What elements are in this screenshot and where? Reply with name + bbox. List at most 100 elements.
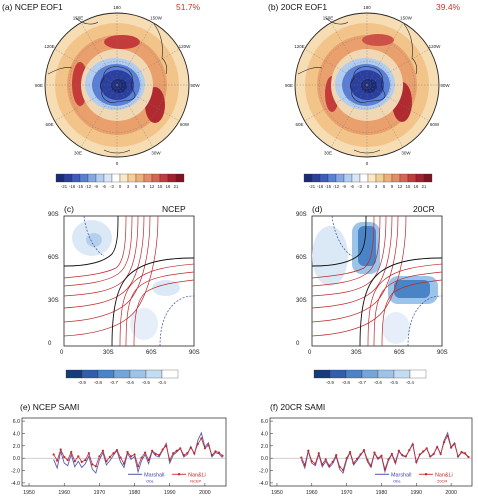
colorbar-tick-label: 3 (375, 184, 378, 189)
series-point-nanli (56, 459, 59, 462)
colorbar-swatch (55, 173, 65, 183)
colorbar-swatch (329, 369, 347, 379)
panel-d-title: (d) (312, 204, 323, 214)
series-point-nanli (129, 455, 133, 458)
series-point-nanli (387, 458, 390, 461)
series-point-nanli (314, 462, 317, 465)
longitude-label: 150W (150, 15, 163, 20)
series-point-nanli (359, 453, 362, 456)
colorbar-tick-label: -0.7 (110, 380, 118, 385)
series-point-nanli (300, 456, 303, 459)
series-point-nanli (214, 450, 217, 453)
colorbar-tick-label: -3 (110, 184, 114, 189)
corr-positive-contour (119, 263, 195, 347)
meridian-line (116, 48, 180, 86)
corr-y-tick-label: 60S (48, 255, 59, 261)
longitude-label: 90W (190, 83, 200, 88)
series-point-nanli (221, 454, 224, 457)
colorbar-tick-label: 0 (119, 184, 122, 189)
colorbar-tick-label: -3 (358, 184, 362, 189)
longitude-label: 90W (440, 83, 450, 88)
longitude-label: 120W (429, 44, 442, 49)
correlation-map-20cr (311, 215, 443, 347)
colorbar-tick-label: -0.5 (390, 380, 398, 385)
coast-bottom (353, 149, 381, 154)
panel-a-percent: 51.7% (176, 2, 201, 12)
corr-positive-contour (125, 271, 195, 347)
series-point-nanli (52, 453, 55, 456)
series-point-nanli (182, 453, 185, 457)
colorbar-swatch (151, 173, 161, 183)
legend-sub-marshall: Obs. (146, 478, 154, 483)
colorbar-swatch (311, 173, 321, 183)
x-tick-label: 1950 (271, 490, 283, 496)
corr-zero-contour (359, 257, 443, 347)
map-negative-core (111, 79, 127, 93)
series-point-nanli (328, 464, 331, 467)
y-tick-label: -2.0 (11, 469, 20, 475)
series-point-nanli (401, 453, 404, 457)
corr-positive-contour (367, 263, 443, 347)
panel-a-title: (a) NCEP EOF1 (2, 2, 63, 12)
series-point-nanli (352, 462, 355, 465)
longitude-label: 90E (285, 83, 293, 88)
panel-f-title: (f) 20CR SAMI (270, 402, 326, 412)
colorbar-swatch (343, 173, 353, 183)
series-point-nanli (80, 460, 83, 463)
correlation-map-ncep (63, 215, 195, 347)
colorbar-tick-label: -15 (325, 184, 332, 189)
x-tick-label: 2000 (445, 490, 457, 496)
longitude-label: 30E (74, 151, 82, 156)
series-point-nanli (338, 465, 341, 468)
y-tick-label: 6.0 (13, 419, 20, 425)
series-point-nanli (310, 460, 313, 463)
series-point-nanli (200, 437, 203, 440)
panel-b-title: (b) 20CR EOF1 (268, 2, 328, 12)
colorbar-swatch (335, 173, 345, 183)
corr-positive-contour (63, 215, 145, 309)
colorbar-swatch (143, 173, 153, 183)
longitude-label: 150E (73, 15, 84, 20)
meridian-line (366, 22, 404, 86)
south-america-coast (153, 23, 168, 75)
longitude-label: 150W (400, 15, 413, 20)
series-point-nanli (91, 463, 94, 466)
colorbar-swatch (383, 173, 393, 183)
series-point-nanli (411, 443, 414, 446)
legend-label-nanli: Nan&Li (188, 472, 206, 478)
series-point-nanli (404, 455, 407, 458)
legend-label-marshall: Marshall (144, 472, 164, 478)
longitude-label: 60E (45, 122, 53, 127)
colorbar-tick-label: -0.4 (406, 380, 414, 385)
series-point-nanli (112, 452, 115, 455)
corr-positive-contour (63, 215, 133, 287)
colorbar-tick-label: 21 (174, 184, 179, 189)
series-point-nanli (324, 458, 327, 461)
africa-coast (47, 67, 73, 75)
australia-coast (75, 17, 99, 25)
panel-b-percent: 39.4% (436, 2, 461, 12)
longitude-label: 180 (113, 5, 121, 10)
series-point-nanli (408, 449, 411, 452)
series-point-nanli (453, 442, 456, 446)
series-point-nanli (154, 452, 157, 455)
meridian-line (116, 84, 154, 148)
colorbar-tick-label: -0.7 (358, 380, 366, 385)
x-tick-label: 1960 (306, 490, 318, 496)
antarctica-outline (350, 66, 386, 103)
longitude-label: 120E (44, 44, 55, 49)
series-point-nanli (203, 447, 206, 450)
antarctica-outline (100, 66, 136, 103)
corr-y-tick-label: 30S (296, 298, 307, 304)
colorbar-swatch (167, 173, 177, 183)
colorbar-tick-label: 6 (135, 184, 138, 189)
series-point-nanli (165, 444, 168, 447)
series-point-nanli (66, 458, 69, 462)
series-point-nanli (179, 447, 182, 450)
corr-x-tick-label: 0 (60, 350, 64, 356)
series-point-nanli (158, 453, 161, 457)
series-point-nanli (144, 451, 147, 454)
africa-coast (297, 67, 323, 75)
colorbar-swatch (63, 173, 73, 183)
